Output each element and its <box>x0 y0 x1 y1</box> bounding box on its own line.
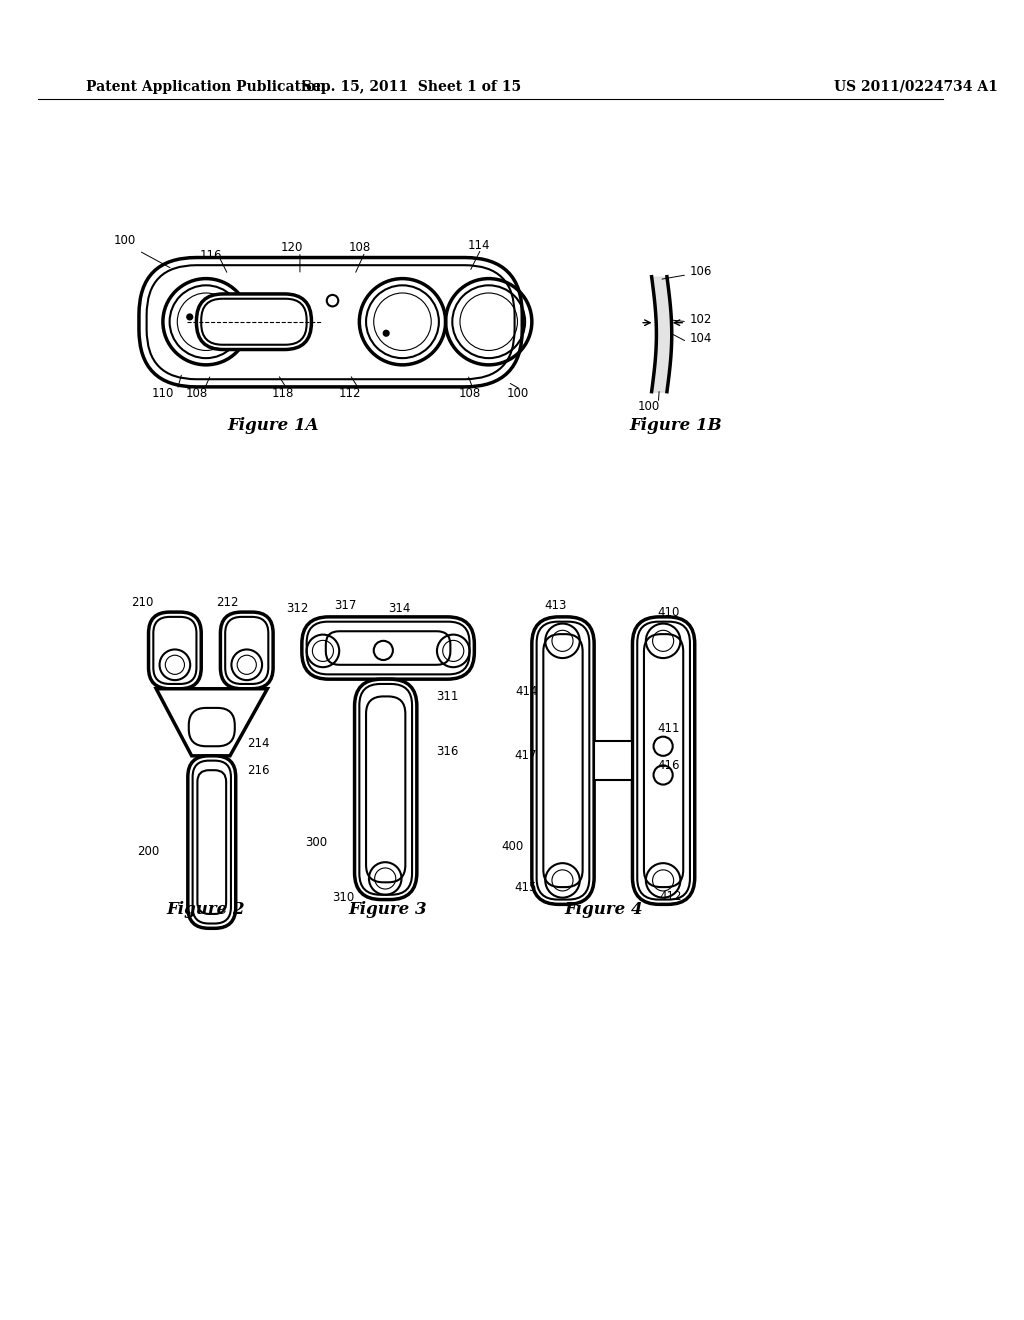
Text: 108: 108 <box>185 387 208 400</box>
Text: 112: 112 <box>339 387 361 400</box>
Text: 412: 412 <box>659 890 682 903</box>
Text: 100: 100 <box>114 234 136 247</box>
FancyBboxPatch shape <box>537 622 590 899</box>
Text: 108: 108 <box>459 387 480 400</box>
Text: 300: 300 <box>305 836 328 849</box>
Text: 108: 108 <box>348 242 371 255</box>
Text: 317: 317 <box>334 599 356 612</box>
Text: Figure 3: Figure 3 <box>349 900 427 917</box>
Text: 116: 116 <box>200 249 222 263</box>
Text: 400: 400 <box>502 841 524 853</box>
Text: 200: 200 <box>137 845 160 858</box>
FancyBboxPatch shape <box>193 760 231 924</box>
Text: 212: 212 <box>216 597 239 609</box>
Text: 416: 416 <box>657 759 680 772</box>
Text: 118: 118 <box>271 387 294 400</box>
Text: 414: 414 <box>516 685 539 698</box>
Text: 417: 417 <box>514 750 537 763</box>
Text: Figure 2: Figure 2 <box>167 900 246 917</box>
Text: 114: 114 <box>468 239 490 252</box>
Text: 106: 106 <box>690 265 713 279</box>
Text: Sep. 15, 2011  Sheet 1 of 15: Sep. 15, 2011 Sheet 1 of 15 <box>302 81 521 94</box>
FancyBboxPatch shape <box>326 631 451 665</box>
Text: 413: 413 <box>545 599 567 612</box>
FancyBboxPatch shape <box>644 634 683 887</box>
Text: 316: 316 <box>436 744 459 758</box>
Text: US 2011/0224734 A1: US 2011/0224734 A1 <box>834 81 997 94</box>
Circle shape <box>186 314 193 319</box>
FancyBboxPatch shape <box>531 616 594 904</box>
Text: 216: 216 <box>248 764 270 776</box>
Bar <box>594 742 633 780</box>
Text: Figure 1A: Figure 1A <box>227 417 318 434</box>
Text: 214: 214 <box>248 737 270 750</box>
Circle shape <box>383 330 389 337</box>
Text: 410: 410 <box>657 606 680 619</box>
FancyBboxPatch shape <box>306 622 470 675</box>
Text: 100: 100 <box>637 400 659 413</box>
Text: Figure 1B: Figure 1B <box>630 417 722 434</box>
FancyBboxPatch shape <box>637 622 690 899</box>
FancyBboxPatch shape <box>544 634 583 887</box>
Text: 102: 102 <box>690 313 713 326</box>
FancyBboxPatch shape <box>202 298 306 345</box>
Polygon shape <box>157 689 267 756</box>
Text: 312: 312 <box>286 602 308 615</box>
FancyBboxPatch shape <box>198 770 226 913</box>
FancyBboxPatch shape <box>188 708 234 746</box>
Text: 120: 120 <box>281 242 303 255</box>
FancyBboxPatch shape <box>359 684 412 895</box>
FancyBboxPatch shape <box>633 616 694 904</box>
Text: Patent Application Publication: Patent Application Publication <box>86 81 326 94</box>
Text: 100: 100 <box>506 387 528 400</box>
Text: 110: 110 <box>152 387 174 400</box>
Text: 314: 314 <box>388 602 411 615</box>
Text: 104: 104 <box>690 333 713 346</box>
FancyBboxPatch shape <box>187 756 236 928</box>
FancyBboxPatch shape <box>220 612 273 689</box>
Text: 415: 415 <box>514 880 537 894</box>
FancyBboxPatch shape <box>225 616 268 684</box>
Text: Figure 4: Figure 4 <box>564 900 643 917</box>
Text: 311: 311 <box>436 690 459 704</box>
FancyBboxPatch shape <box>366 697 406 882</box>
FancyBboxPatch shape <box>197 294 311 350</box>
FancyBboxPatch shape <box>139 257 522 387</box>
Text: 210: 210 <box>131 597 153 609</box>
FancyBboxPatch shape <box>354 680 417 899</box>
FancyBboxPatch shape <box>148 612 202 689</box>
Text: 411: 411 <box>657 722 680 735</box>
FancyBboxPatch shape <box>302 616 474 680</box>
FancyBboxPatch shape <box>154 616 197 684</box>
Text: 310: 310 <box>332 891 354 904</box>
